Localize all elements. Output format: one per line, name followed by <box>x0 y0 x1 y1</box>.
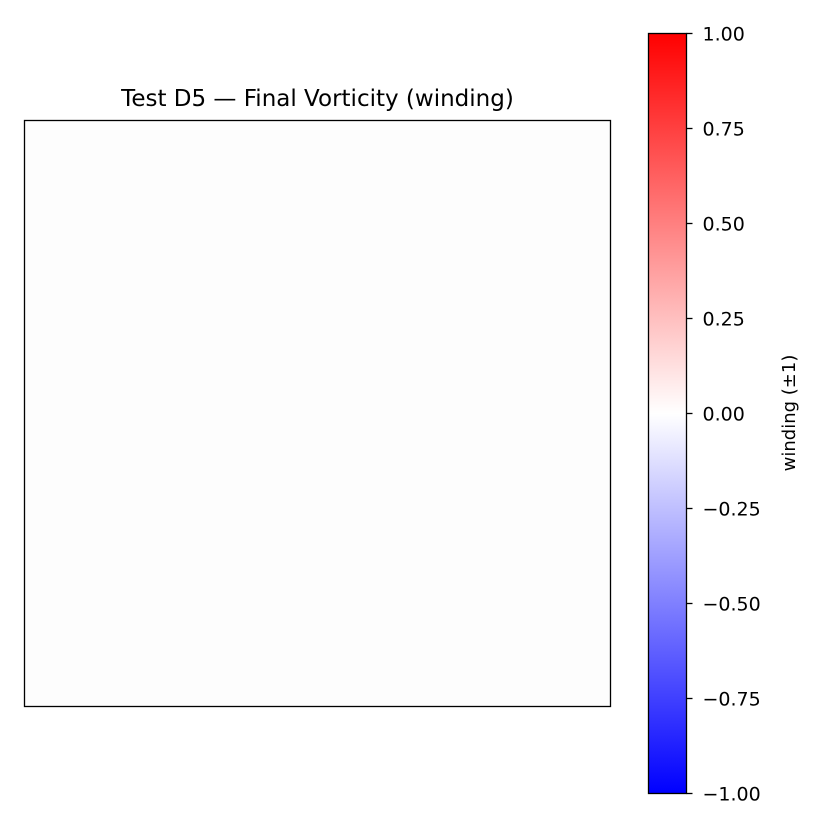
colorbar-tick-label: 0.75 <box>703 119 745 141</box>
colorbar-tick-label: −1.00 <box>703 784 761 806</box>
colorbar-tick-label: −0.75 <box>703 689 761 711</box>
colorbar-tick-label: 0.25 <box>703 309 745 331</box>
heatmap-field <box>23 119 612 708</box>
chart-title: Test D5 — Final Vorticity (winding) <box>120 86 514 112</box>
colorbar-tick-label: 0.50 <box>703 214 745 236</box>
colorbar-label: winding (±1) <box>779 355 800 472</box>
colorbar-gradient <box>648 33 687 794</box>
colorbar-tick-label: −0.50 <box>703 594 761 616</box>
colorbar-tick-label: −0.25 <box>703 499 761 521</box>
colorbar-tick-label: 0.00 <box>703 404 745 426</box>
colorbar-ticks: 1.00 0.75 0.50 0.25 0.00 −0.25 −0.50 −0.75 −1.00 <box>686 24 761 806</box>
colorbar-tick-label: 1.00 <box>703 24 745 46</box>
